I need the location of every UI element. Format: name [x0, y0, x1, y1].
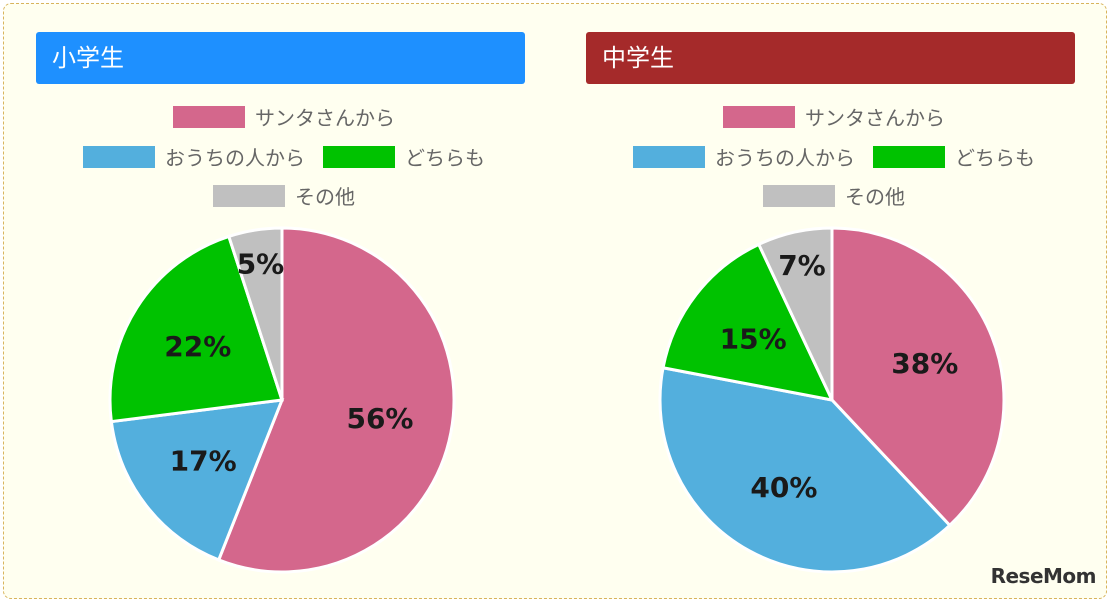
legend-label-santa-junior-high: サンタさんから — [805, 106, 945, 130]
legend-item-home-junior-high[interactable]: おうちの人から — [633, 142, 855, 171]
legend-row-1-junior-high: サンタさんから — [554, 102, 1112, 131]
pie-chart-elementary: 56% 17% 22% 5% — [108, 226, 456, 574]
legend-item-home-elementary[interactable]: おうちの人から — [83, 142, 305, 171]
data-label-both-junior-high: 15% — [720, 322, 787, 355]
legend-swatch-other-junior-high — [763, 184, 835, 207]
legend-item-both-elementary[interactable]: どちらも — [323, 142, 485, 171]
data-label-both-elementary: 22% — [164, 330, 231, 363]
legend-item-other-elementary[interactable]: その他 — [213, 181, 355, 210]
legend-row-3-elementary: その他 — [4, 181, 564, 210]
data-label-santa-junior-high: 38% — [891, 347, 958, 380]
resemom-logo: ReseMom — [990, 564, 1097, 588]
chart-title-elementary: 小学生 — [36, 32, 525, 84]
legend-item-santa-elementary[interactable]: サンタさんから — [173, 102, 395, 131]
pie-slice-santa-elementary[interactable] — [216, 226, 456, 574]
panel-junior-high: 中学生 サンタさんから おうちの人から どちらも その他 38% 40% 15% 7% — [554, 4, 1094, 600]
legend-row-1-elementary: サンタさんから — [4, 102, 564, 131]
pie-slice-both-elementary[interactable] — [108, 234, 284, 424]
chart-title-junior-high: 中学生 — [586, 32, 1075, 84]
data-label-other-junior-high: 7% — [778, 249, 826, 282]
legend-label-home-elementary: おうちの人から — [165, 146, 305, 170]
pie-slice-other-junior-high[interactable] — [756, 226, 834, 401]
legend-row-2-elementary: おうちの人から どちらも — [4, 142, 564, 171]
data-label-other-elementary: 5% — [237, 248, 285, 281]
legend-swatch-santa-elementary — [173, 105, 245, 128]
legend-swatch-home-junior-high — [633, 145, 705, 168]
pie-slice-other-elementary[interactable] — [226, 226, 284, 401]
legend-swatch-santa-junior-high — [723, 105, 795, 128]
legend-row-3-junior-high: その他 — [554, 181, 1112, 210]
legend-label-both-junior-high: どちらも — [955, 146, 1035, 170]
legend-item-santa-junior-high[interactable]: サンタさんから — [723, 102, 945, 131]
data-label-santa-elementary: 56% — [346, 402, 413, 435]
chart-frame: 小学生 サンタさんから おうちの人から どちらも その他 56% 17% 22% 5% — [3, 3, 1107, 599]
legend-label-other-junior-high: その他 — [845, 185, 905, 209]
pie-slice-santa-junior-high[interactable] — [830, 226, 1006, 528]
data-label-home-junior-high: 40% — [750, 471, 817, 504]
legend-swatch-both-elementary — [323, 145, 395, 168]
legend-swatch-other-elementary — [213, 184, 285, 207]
panel-elementary: 小学生 サンタさんから おうちの人から どちらも その他 56% 17% 22% 5% — [4, 4, 544, 600]
data-label-home-elementary: 17% — [170, 445, 237, 478]
legend-item-both-junior-high[interactable]: どちらも — [873, 142, 1035, 171]
legend-label-both-elementary: どちらも — [405, 146, 485, 170]
legend-row-2-junior-high: おうちの人から どちらも — [554, 142, 1112, 171]
pie-chart-junior-high: 38% 40% 15% 7% — [658, 226, 1006, 574]
pie-slice-both-junior-high[interactable] — [661, 242, 835, 403]
legend-label-other-elementary: その他 — [295, 185, 355, 209]
legend-item-other-junior-high[interactable]: その他 — [763, 181, 905, 210]
legend-label-santa-elementary: サンタさんから — [255, 106, 395, 130]
legend-swatch-home-elementary — [83, 145, 155, 168]
pie-slice-home-elementary[interactable] — [109, 398, 285, 562]
legend-swatch-both-junior-high — [873, 145, 945, 168]
pie-slice-home-junior-high[interactable] — [658, 366, 952, 574]
legend-label-home-junior-high: おうちの人から — [715, 146, 855, 170]
